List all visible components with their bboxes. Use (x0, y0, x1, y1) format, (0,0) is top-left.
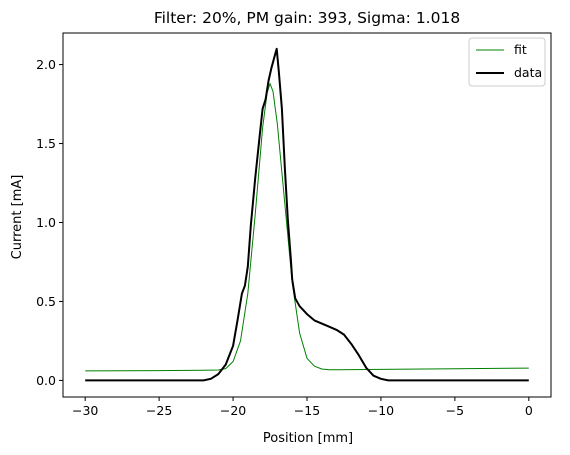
chart-title: Filter: 20%, PM gain: 393, Sigma: 1.018 (154, 9, 460, 27)
x-tick-label: −30 (72, 403, 98, 418)
series-data-line (85, 47, 529, 382)
y-tick-label: 1.0 (36, 215, 56, 230)
plot-area (85, 47, 529, 382)
legend-fit-label: fit (514, 42, 527, 57)
x-axis-label: Position [mm] (263, 431, 353, 446)
y-tick-label: 1.5 (36, 136, 56, 151)
legend: fit data (468, 37, 546, 87)
y-tick-label: 0.5 (36, 294, 56, 309)
x-tick-label: −25 (146, 403, 172, 418)
legend-data-label: data (514, 65, 542, 80)
y-tick-label: 0.0 (36, 373, 56, 388)
x-axis: −30 −25 −20 −15 −10 −5 0 (72, 397, 533, 418)
x-tick-label: −10 (368, 403, 394, 418)
x-tick-label: −15 (294, 403, 320, 418)
x-tick-label: −20 (220, 403, 246, 418)
y-axis: 0.0 0.5 1.0 1.5 2.0 (36, 57, 63, 388)
y-axis-label: Current [mA] (10, 175, 25, 260)
y-tick-label: 2.0 (36, 57, 56, 72)
series-fit-line (85, 83, 529, 372)
x-tick-label: −5 (446, 403, 464, 418)
x-tick-label: 0 (525, 403, 533, 418)
